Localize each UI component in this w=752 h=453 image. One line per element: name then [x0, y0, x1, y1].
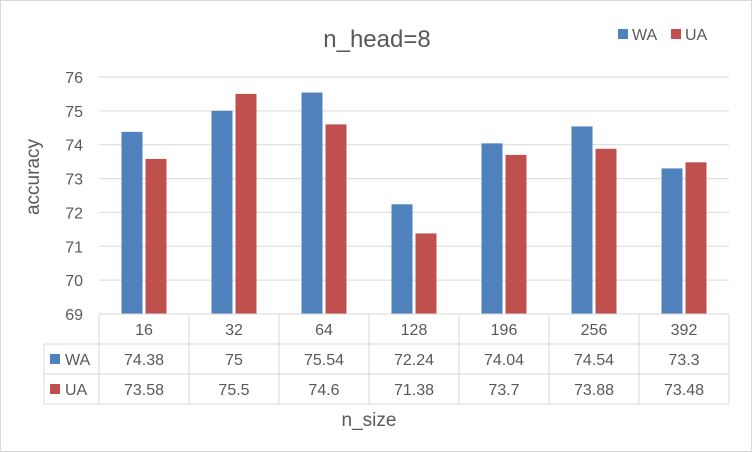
bar-ua-392	[685, 162, 707, 314]
bar-ua-64	[325, 124, 347, 315]
data-label-ua-256: 73.88	[574, 382, 614, 399]
data-label-ua-32: 75.5	[218, 382, 249, 399]
x-tick-label-196: 196	[491, 322, 518, 339]
y-axis-title: accuracy	[23, 138, 44, 215]
bar-wa-64	[301, 92, 323, 315]
x-tick-label-128: 128	[401, 322, 428, 339]
data-label-wa-392: 73.3	[668, 352, 699, 369]
bar-wa-16	[121, 131, 143, 314]
data-label-wa-256: 74.54	[574, 352, 614, 369]
x-tick-label-32: 32	[225, 322, 243, 339]
bar-wa-256	[571, 126, 593, 314]
chart-title: n_head=8	[323, 26, 430, 53]
bar-wa-196	[481, 143, 503, 314]
y-tick-label-75: 75	[65, 104, 83, 121]
bar-ua-128	[415, 233, 437, 314]
legend-label-ua: UA	[685, 27, 708, 44]
x-tick-label-392: 392	[671, 322, 698, 339]
x-tick-label-256: 256	[581, 322, 608, 339]
data-label-wa-128: 72.24	[394, 352, 434, 369]
data-label-ua-392: 73.48	[664, 382, 704, 399]
legend-label-wa: WA	[632, 27, 658, 44]
data-label-ua-196: 73.7	[488, 382, 519, 399]
bar-wa-392	[661, 168, 683, 314]
legend-swatch-wa	[618, 29, 628, 39]
data-label-wa-196: 74.04	[484, 352, 524, 369]
table-legend-key-wa	[50, 354, 60, 364]
bar-ua-32	[235, 93, 257, 314]
y-tick-label-73: 73	[65, 172, 83, 189]
y-tick-label-71: 71	[65, 239, 83, 256]
x-tick-label-64: 64	[315, 322, 333, 339]
y-tick-label-74: 74	[65, 138, 83, 155]
data-label-wa-16: 74.38	[124, 352, 164, 369]
data-label-ua-64: 74.6	[308, 382, 339, 399]
y-tick-label-76: 76	[65, 70, 83, 87]
table-legend-key-ua	[50, 384, 60, 394]
bar-ua-16	[145, 158, 167, 314]
data-label-wa-64: 75.54	[304, 352, 344, 369]
table-series-label-ua: UA	[65, 382, 88, 399]
data-label-ua-16: 73.58	[124, 382, 164, 399]
y-tick-label-69: 69	[65, 307, 83, 324]
x-tick-label-16: 16	[135, 322, 153, 339]
bar-ua-256	[595, 148, 617, 314]
y-tick-label-72: 72	[65, 205, 83, 222]
x-axis-title: n_size	[342, 410, 397, 431]
y-tick-label-70: 70	[65, 273, 83, 290]
bar-wa-32	[211, 110, 233, 314]
table-series-label-wa: WA	[65, 352, 91, 369]
bar-wa-128	[391, 204, 413, 314]
legend-swatch-ua	[671, 29, 681, 39]
data-label-ua-128: 71.38	[394, 382, 434, 399]
data-label-wa-32: 75	[225, 352, 243, 369]
bar-ua-196	[505, 154, 527, 314]
